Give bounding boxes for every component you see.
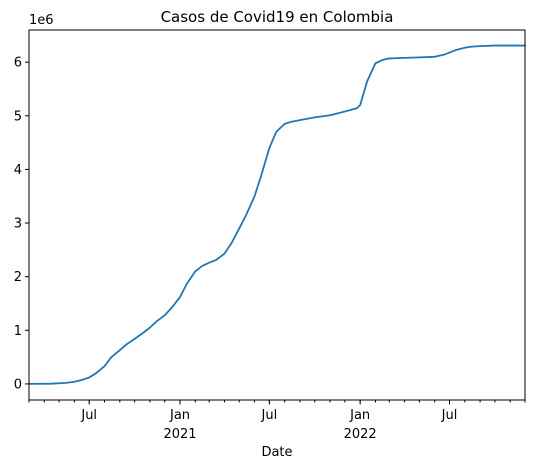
x-tick-label: Jul [441,408,458,423]
series-layer [29,46,525,384]
plot-frame [29,30,525,400]
y-tick-label: 1 [14,324,22,339]
x-tick-label: Jan [349,408,370,423]
x-tick-label: Jul [261,408,278,423]
y-tick-label: 5 [14,109,22,124]
series-line-0 [29,46,525,384]
x-tick-year-label: 2022 [344,427,377,442]
y-tick-label: 6 [14,56,22,71]
y-offset-label: 1e6 [29,13,54,28]
y-tick-label: 0 [14,377,22,392]
y-tick-label: 2 [14,270,22,285]
x-tick-label: Jul [80,408,97,423]
x-axis-label: Date [261,445,292,460]
x-tick-label: Jan [169,408,190,423]
y-tick-label: 4 [14,163,22,178]
y-axis-ticks: 0 1 2 3 4 5 6 [14,56,29,393]
chart-title: Casos de Covid19 en Colombia [161,8,394,26]
x-tick-year-label: 2021 [163,427,196,442]
x-axis-ticks: Jul Jan 2021 Jul Jan 2022 Jul [29,400,525,442]
y-tick-label: 3 [14,217,22,232]
